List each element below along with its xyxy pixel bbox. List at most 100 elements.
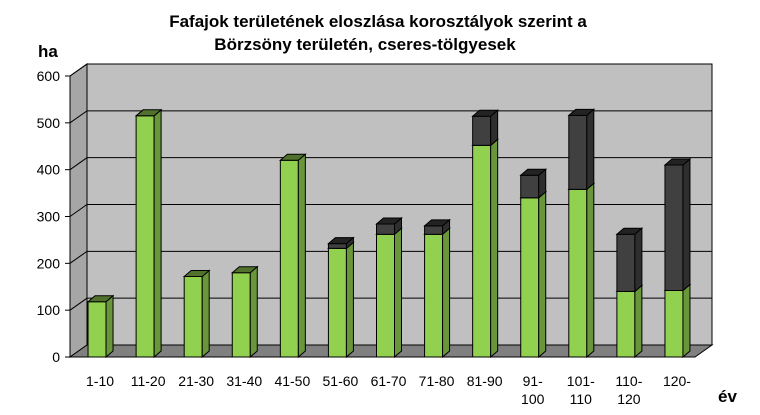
- bar-segment-green-side: [297, 153, 306, 359]
- x-tick-label: 61-70: [371, 373, 407, 389]
- bar-segment-dark-top: [327, 237, 355, 245]
- bar-segment-dark: [567, 108, 596, 191]
- x-tick-label: 120-: [663, 373, 691, 389]
- bar-segment-green-side: [249, 265, 258, 359]
- y-tick-label: 600: [37, 68, 61, 84]
- x-tick-label: 110-120: [615, 373, 642, 407]
- x-tick-label: 31-40: [226, 373, 262, 389]
- bar-segment-green-side: [153, 108, 162, 359]
- bar-segment-green-front: [135, 115, 155, 358]
- bar-segment-dark: [519, 168, 548, 199]
- x-tick-label: 101-110: [567, 373, 595, 407]
- x-tick-label: 91-100: [521, 373, 545, 407]
- y-axis-label: ha: [38, 42, 58, 61]
- y-tick-label: 200: [37, 255, 61, 271]
- bar-segment-green: [230, 265, 259, 359]
- bar-segment-green: [519, 190, 548, 359]
- bar-segment-green-front: [327, 247, 347, 358]
- x-tick-label: 11-20: [131, 373, 166, 389]
- y-axis-ticks: 0 100 200 300 400 500 600: [37, 68, 71, 365]
- bar-segment-green-front: [231, 272, 251, 358]
- bar-segment-green-front: [183, 275, 203, 358]
- bar-segment-dark-front: [472, 115, 492, 146]
- bar-segment-green-side: [201, 269, 210, 359]
- y-tick-label: 500: [37, 115, 61, 131]
- bar-segment-dark-top: [567, 108, 596, 116]
- bar-segment-dark-front: [327, 243, 347, 249]
- bar-segment-green: [423, 227, 451, 359]
- bar-segment-green: [182, 269, 211, 359]
- x-axis-ticks: 1-10 11-20 21-30 31-40 41-50 51-60 61-70 71-80 8…: [86, 373, 691, 407]
- chart-title-line-2: Börzsöny területén, cseres-tölgyesek: [214, 35, 516, 54]
- bar-segment-green-top: [182, 269, 211, 277]
- bar-segment-green-side: [634, 284, 643, 359]
- bar-segment-green-top: [278, 153, 307, 161]
- bar-segment-green-top: [134, 109, 163, 117]
- bar-segment-dark-top: [375, 217, 403, 225]
- bar-segment-dark-front: [520, 174, 540, 199]
- bar-segment-dark: [423, 218, 451, 236]
- bar-segment-green-front: [87, 301, 107, 358]
- y-tick-label: 100: [37, 302, 61, 318]
- bar-segment-green: [567, 182, 596, 359]
- bar-segment-dark: [375, 216, 403, 236]
- bar-segment-green: [471, 138, 500, 359]
- bar-segment-green-side: [538, 190, 547, 359]
- bar-segment-green-front: [664, 289, 684, 358]
- bar-segment-green-side: [345, 241, 354, 359]
- bar-segment-dark-front: [568, 114, 588, 190]
- bar-segment-green: [327, 241, 355, 359]
- bar-segment-dark-front: [424, 225, 444, 235]
- y-tick-label: 0: [52, 349, 60, 365]
- bar-segment-dark-front: [376, 223, 395, 235]
- bar-segment-green-front: [424, 233, 444, 358]
- gridline: [69, 297, 712, 311]
- bar-segment-green-side: [105, 294, 114, 359]
- bar-segment-green: [278, 153, 307, 359]
- bar-segment-green-side: [490, 138, 499, 359]
- gridline: [69, 63, 712, 77]
- bar-segment-green-front: [616, 290, 636, 358]
- x-tick-label: 71-80: [419, 373, 455, 389]
- x-tick-label: 1-10: [86, 373, 114, 389]
- bar-segment-green: [134, 108, 163, 359]
- bar-segment-green: [663, 283, 692, 359]
- x-tick-label: 21-30: [178, 373, 214, 389]
- y-tick-label: 400: [37, 162, 61, 178]
- gridlines: [69, 63, 712, 311]
- bar-segment-green-front: [279, 159, 299, 358]
- x-axis-label: év: [718, 387, 737, 406]
- bar-segment-green: [375, 227, 403, 359]
- bar-segment-dark-top: [615, 227, 644, 235]
- bar-segment-dark: [471, 109, 500, 147]
- bar-segment-green-front: [520, 197, 540, 358]
- bar-segment-dark-top: [471, 109, 500, 117]
- chart-title-line-1: Fafajok területének eloszlása korosztály…: [169, 12, 587, 31]
- bar-segment-dark-top: [519, 168, 548, 176]
- x-tick-label: 41-50: [274, 373, 310, 389]
- bar-segment-green-front: [376, 233, 395, 358]
- bar-segment-green-side: [394, 227, 402, 359]
- y-tick-label: 300: [37, 209, 61, 225]
- bar-segment-dark: [327, 236, 355, 250]
- bars: [86, 108, 692, 359]
- bar-segment-dark-front: [616, 233, 636, 292]
- bar-segment-dark: [663, 157, 692, 292]
- gridline: [69, 157, 712, 171]
- bar-segment-green-front: [568, 188, 588, 358]
- bar-segment-dark-side: [586, 108, 595, 191]
- x-tick-label: 81-90: [467, 373, 503, 389]
- gridline: [69, 110, 712, 124]
- bar-segment-green: [86, 294, 115, 359]
- bar-segment-green-top: [86, 295, 115, 303]
- bar-segment-dark-side: [682, 157, 691, 292]
- x-tick-label: 51-60: [323, 373, 359, 389]
- bar-segment-green: [615, 284, 644, 359]
- bar-segment-green-side: [586, 182, 595, 359]
- bar-segment-dark-top: [423, 219, 451, 227]
- bar-segment-green-top: [230, 266, 259, 274]
- bar-segment-dark-top: [663, 158, 692, 166]
- bar-segment-green-front: [472, 144, 492, 358]
- bar-segment-green-side: [682, 283, 691, 359]
